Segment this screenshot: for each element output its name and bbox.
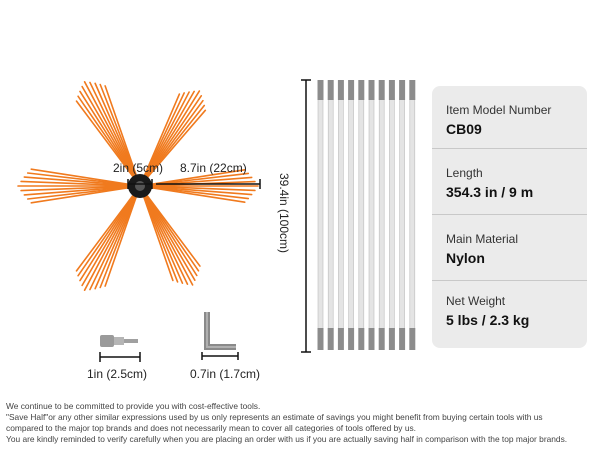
bristle-strand: [30, 187, 129, 204]
bristle-strand: [81, 195, 135, 287]
bristle-strand: [151, 172, 250, 186]
bristle-strand: [83, 81, 136, 177]
bristle-strand: [23, 176, 129, 186]
bristle-strand: [144, 196, 184, 284]
rods-illustration: [301, 79, 416, 353]
bristle-strand: [99, 196, 137, 289]
rod: [368, 80, 375, 350]
disclaimer-line: compared to the major top brands and doe…: [6, 423, 416, 433]
bristle-strand: [146, 99, 204, 178]
bristle-strand: [146, 195, 200, 272]
adapter-length-label: 1in (2.5cm): [87, 367, 148, 381]
spec-value: Nylon: [446, 250, 485, 266]
bristle-strand: [79, 195, 135, 282]
spec-label: Item Model Number: [446, 103, 552, 117]
rod-length-label: 39.4in (100cm): [277, 172, 292, 254]
bristle-strand: [81, 85, 135, 177]
spec-value: 5 lbs / 2.3 kg: [446, 312, 530, 328]
bristle-strand: [147, 109, 207, 178]
spec-model: Item Model Number CB09: [446, 103, 576, 137]
bristle-strand: [145, 90, 201, 177]
bristle-strand: [99, 83, 137, 176]
bristle-length-label: 8.7in (22cm): [180, 161, 247, 175]
bristle-strand: [143, 196, 174, 282]
brush-head-illustration: [17, 81, 261, 291]
bristle-strand: [75, 194, 134, 272]
wrench-length-label: 0.7in (1.7cm): [190, 367, 261, 381]
bristle-strand: [104, 85, 137, 176]
bristle-strand: [89, 196, 136, 291]
bristle-strand: [89, 81, 136, 176]
hub-diameter-label: 2in (5cm): [113, 161, 164, 175]
rod-set: [317, 80, 416, 350]
adapter-illustration: [99, 335, 141, 362]
spec-material: Main Material Nylon: [446, 232, 576, 266]
spec-weight: Net Weight 5 lbs / 2.3 kg: [446, 294, 576, 328]
rod: [409, 80, 416, 350]
bristle-strand: [151, 185, 256, 192]
bristle-strand: [143, 93, 181, 176]
bristle-strand: [26, 172, 129, 186]
disclaimer-line: "Save Half"or any other similar expressi…: [6, 412, 543, 422]
rod: [327, 80, 334, 350]
bristle-strand: [20, 185, 129, 192]
spec-divider: [432, 280, 587, 281]
bristle-strand: [77, 195, 134, 277]
spec-value: 354.3 in / 9 m: [446, 184, 534, 200]
bristle-strand: [104, 196, 137, 287]
bristle-strand: [144, 195, 194, 286]
bristle-strand: [151, 186, 253, 196]
bristle-strand: [151, 186, 250, 200]
disclaimer-text: We continue to be committed to provide y…: [6, 401, 598, 445]
rod: [337, 80, 344, 350]
bristle-strand: [146, 104, 206, 178]
rod: [399, 80, 406, 350]
bristle-strand: [144, 92, 185, 176]
rod: [348, 80, 355, 350]
bristle-strand: [145, 90, 195, 177]
bristle-strand: [151, 187, 246, 204]
bristle-strand: [94, 196, 136, 290]
spec-label: Length: [446, 166, 483, 180]
bristle-tufts: [17, 81, 259, 291]
bristle-strand: [145, 195, 196, 282]
hex-wrench-illustration: [201, 312, 239, 360]
bristle-strand: [146, 194, 201, 267]
bristle-strand: [83, 195, 136, 291]
spec-label: Net Weight: [446, 294, 506, 308]
spec-divider: [432, 214, 587, 215]
spec-value: CB09: [446, 121, 482, 137]
rod: [317, 80, 324, 350]
bristle-strand: [145, 95, 203, 177]
spec-card: Item Model Number CB09 Length 354.3 in /…: [432, 86, 587, 348]
bristle-strand: [20, 180, 129, 187]
bristle-strand: [77, 95, 134, 177]
rod: [378, 80, 385, 350]
bristle-strand: [26, 186, 129, 200]
rod: [388, 80, 395, 350]
bristle-strand: [144, 196, 189, 285]
rod: [358, 80, 365, 350]
spec-length: Length 354.3 in / 9 m: [446, 166, 576, 200]
spec-label: Main Material: [446, 232, 519, 246]
disclaimer-line: You are kindly reminded to verify carefu…: [6, 434, 568, 444]
bristle-strand: [144, 91, 190, 177]
bristle-strand: [30, 168, 129, 185]
disclaimer-line: We continue to be committed to provide y…: [6, 401, 261, 411]
bristle-strand: [75, 100, 134, 178]
bristle-strand: [79, 90, 135, 177]
bristle-strand: [143, 196, 179, 283]
bristle-strand: [151, 168, 246, 185]
bristle-strand: [23, 186, 129, 196]
bristle-strand: [94, 82, 136, 176]
bristle-strand: [145, 195, 198, 277]
spec-divider: [432, 148, 587, 149]
